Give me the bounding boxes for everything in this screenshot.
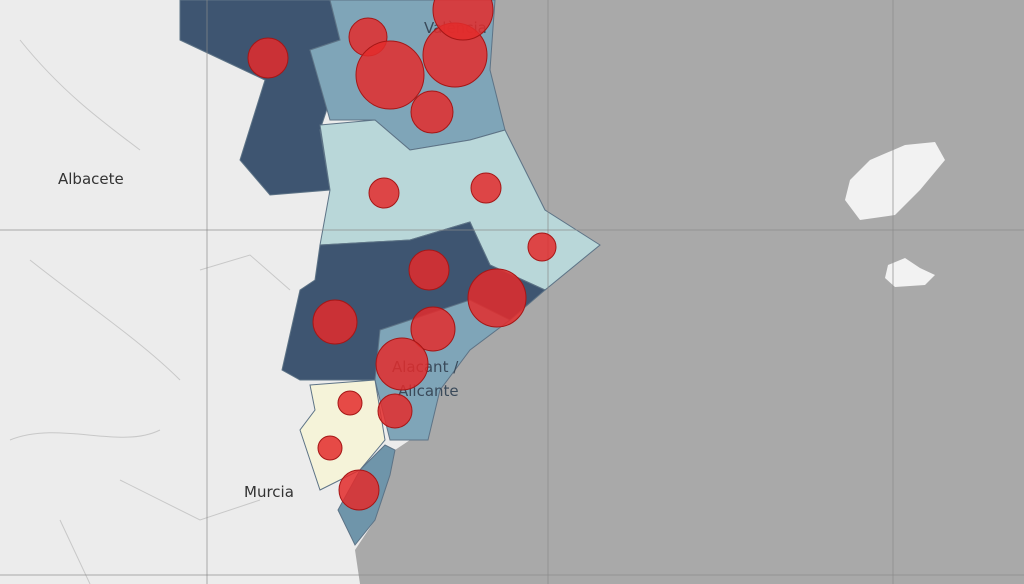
bubble	[247, 37, 289, 79]
city-label: Murcia	[244, 483, 294, 501]
bubble	[432, 0, 494, 41]
bubble	[375, 337, 429, 391]
bubble	[312, 299, 358, 345]
island-formentera	[885, 258, 935, 287]
bubble	[368, 177, 400, 209]
bubble	[338, 469, 380, 511]
bubble	[470, 172, 502, 204]
city-label: Albacete	[58, 170, 124, 188]
bubble	[337, 390, 363, 416]
bubble	[377, 393, 413, 429]
bubble	[317, 435, 343, 461]
bubbles	[247, 0, 557, 511]
bubble	[410, 90, 454, 134]
bubble	[527, 232, 557, 262]
bubble	[408, 249, 450, 291]
bubble	[467, 268, 527, 328]
bubble	[355, 40, 425, 110]
region	[299, 379, 386, 491]
island-ibiza	[845, 142, 945, 220]
roads	[9, 39, 291, 584]
bubble	[410, 306, 456, 352]
